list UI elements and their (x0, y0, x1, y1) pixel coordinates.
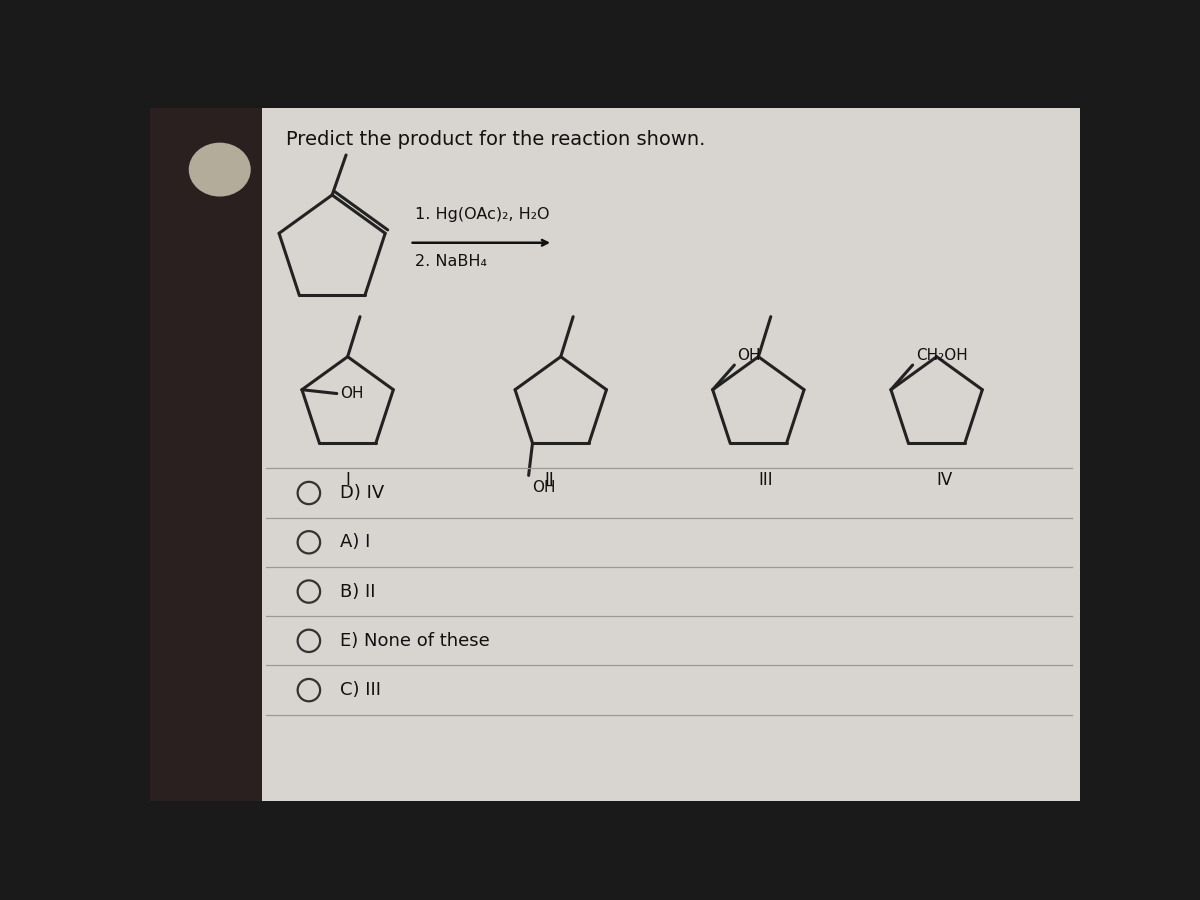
Text: OH: OH (738, 347, 761, 363)
Text: A) I: A) I (340, 534, 371, 552)
Text: D) IV: D) IV (340, 484, 384, 502)
Text: Predict the product for the reaction shown.: Predict the product for the reaction sho… (286, 130, 706, 148)
Text: 2. NaBH₄: 2. NaBH₄ (415, 255, 487, 269)
Text: III: III (758, 472, 774, 490)
Text: II: II (545, 472, 554, 490)
Text: 1. Hg(OAc)₂, H₂O: 1. Hg(OAc)₂, H₂O (415, 207, 550, 222)
Ellipse shape (188, 142, 251, 196)
Bar (263, 108, 1080, 801)
Bar (150, 108, 263, 801)
Text: B) II: B) II (340, 582, 376, 600)
Text: I: I (346, 472, 350, 490)
Text: E) None of these: E) None of these (340, 632, 490, 650)
Text: CH₂OH: CH₂OH (916, 347, 967, 363)
Text: C) III: C) III (340, 681, 380, 699)
Text: IV: IV (936, 472, 953, 490)
Text: OH: OH (532, 480, 556, 495)
Text: OH: OH (340, 386, 364, 401)
